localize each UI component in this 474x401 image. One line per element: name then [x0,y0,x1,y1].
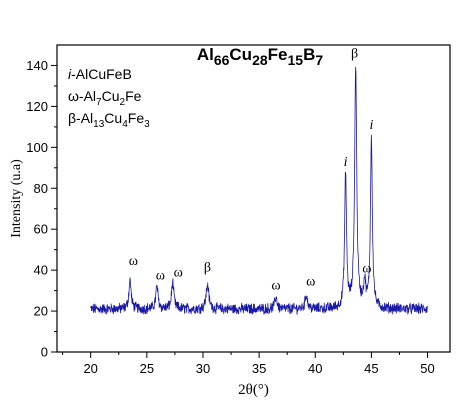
subscript-text: 4 [122,119,128,130]
y-tick-label: 60 [34,222,48,237]
peak-annotation: β [204,260,211,275]
plot-frame [56,44,451,353]
text-run: B [303,45,315,64]
legend-entry: ω-Al7Cu2Fe [68,88,142,108]
subscript-text: 7 [96,97,102,108]
subscript-text: 2 [120,97,126,108]
peak-annotation: β [351,46,358,61]
peak-annotation: ω [129,254,138,269]
x-tick-label: 45 [364,361,378,376]
subscript-text: 13 [93,119,105,130]
peak-annotation: ω [306,275,315,290]
text-run: Fe [268,45,288,64]
text-run: Cu [229,45,252,64]
peak-annotation: ω [174,265,183,280]
y-tick-label: 20 [34,304,48,319]
x-axis-label: 2θ(°) [238,382,269,398]
x-tick-label: 30 [196,361,210,376]
y-tick-label: 100 [26,140,48,155]
x-tick-label: 20 [83,361,97,376]
peak-annotation: i [369,118,373,133]
peak-annotation: ω [362,261,371,276]
subscript-text: 15 [288,52,304,68]
text-run: Al [197,45,214,64]
subscript-text: 3 [144,119,150,130]
peak-annotation: ω [156,268,165,283]
x-tick-label: 50 [420,361,434,376]
text-run: Cu [104,110,122,126]
legend-entry: i-AlCuFeB [68,66,132,82]
peak-annotation: ω [271,279,280,294]
y-axis-label: Intensity (u.a) [9,159,24,238]
legend-entry: β-Al13Cu4Fe3 [68,110,150,130]
y-tick-label: 0 [41,345,48,360]
text-run: ω-Al [68,88,96,104]
xrd-series-line [90,66,428,315]
text-run: Cu [102,88,120,104]
subscript-text: 66 [214,52,230,68]
peak-annotation: i [344,155,348,170]
y-tick-label: 40 [34,263,48,278]
y-tick-label: 80 [34,181,48,196]
y-tick-label: 120 [26,99,48,114]
text-run: Fe [128,110,145,126]
x-tick-label: 35 [252,361,266,376]
x-tick-label: 40 [308,361,322,376]
subscript-text: 28 [252,52,268,68]
subscript-text: 7 [315,52,323,68]
chart-title: Al66Cu28Fe15B7 [197,45,324,68]
text-run: Fe [125,88,142,104]
text-run: β-Al [68,110,93,126]
text-run: i [68,66,72,82]
text-run: -AlCuFeB [71,66,132,82]
y-tick-label: 140 [26,58,48,73]
x-tick-label: 25 [140,361,154,376]
